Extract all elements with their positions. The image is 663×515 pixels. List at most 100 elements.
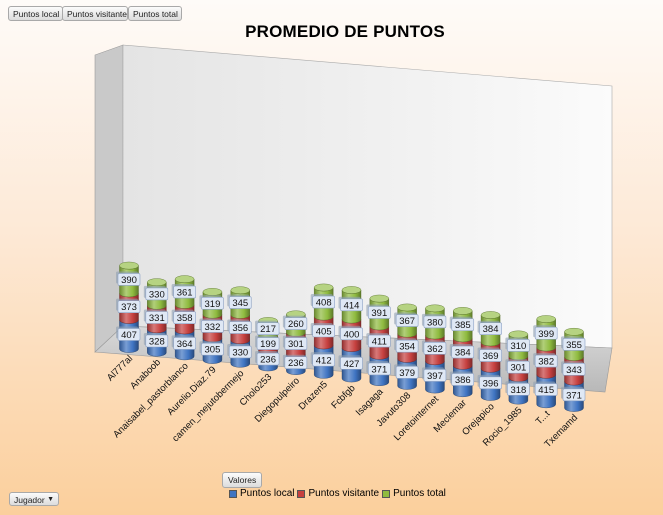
data-label-box <box>201 296 224 310</box>
data-label-local-Javuto308: 379 <box>399 368 415 379</box>
data-label-visitante-Aurelio.Diaz.79: 332 <box>205 322 221 333</box>
data-label-local-Rocio_1985: 318 <box>510 385 526 396</box>
data-label-box <box>562 388 586 402</box>
data-label-box <box>228 296 252 309</box>
data-label-box <box>117 328 141 341</box>
chart-title: PROMEDIO DE PUNTOS <box>245 22 445 41</box>
data-label-visitante-Anaisabel_pastorblanco: 358 <box>177 313 193 324</box>
legend-label-total: Puntos total <box>393 488 446 499</box>
column-Cholo253: 236 199 217 <box>255 317 280 372</box>
data-label-visitante-T...t: 382 <box>538 357 554 368</box>
data-label-box <box>312 353 335 367</box>
bar-top-cap-camen_mejutobermejo <box>230 286 250 295</box>
bar-top-cap-Loretointernet <box>425 304 445 313</box>
data-label-box <box>423 315 447 329</box>
data-label-box <box>479 322 502 336</box>
data-label-box <box>395 366 419 379</box>
data-label-box <box>145 311 169 324</box>
data-label-box <box>368 334 391 348</box>
data-label-visitante-Javuto308: 354 <box>399 342 415 353</box>
data-label-total-T...t: 399 <box>538 329 554 340</box>
data-label-local-Txemamd: 371 <box>566 390 582 401</box>
x-tick-label-T...t: T...t <box>534 408 553 427</box>
data-label-visitante-Loretointernet: 362 <box>427 344 443 355</box>
data-label-box <box>507 382 530 396</box>
data-label-box <box>562 363 586 376</box>
data-label-total-Txemamd: 355 <box>566 340 582 351</box>
data-label-box <box>340 356 363 370</box>
data-label-local-Meclemar: 386 <box>455 375 471 386</box>
data-label-box <box>145 287 169 301</box>
data-label-box <box>312 295 335 309</box>
data-label-box <box>173 337 196 350</box>
data-label-box <box>173 311 196 324</box>
data-label-visitante-Fcbfgb: 400 <box>344 329 360 340</box>
jugador-filter-dropdown[interactable]: Jugador ▼ <box>9 492 59 506</box>
data-label-box <box>284 317 308 330</box>
data-label-visitante-Diegopulpeiro: 301 <box>288 339 304 350</box>
data-label-local-Cholo253: 236 <box>260 355 276 366</box>
legend-swatch-total <box>382 489 391 498</box>
column-Meclemar: 386 384 385 <box>449 307 475 398</box>
bar-top-cap-T...t <box>536 315 556 323</box>
data-label-total-Aurelio.Diaz.79: 319 <box>205 299 221 310</box>
data-label-box <box>562 338 586 351</box>
data-label-total-Cholo253: 217 <box>260 324 276 335</box>
legend-item-total: Puntos total <box>382 488 446 499</box>
column-Anaisabel_pastorblanco: 364 358 361 <box>171 275 196 361</box>
data-label-local-Anaboob: 328 <box>149 336 165 347</box>
bar-top-cap-Txemamd <box>564 327 584 336</box>
data-label-visitante-Drazen5: 405 <box>316 326 332 337</box>
data-label-box <box>507 360 530 374</box>
valores-field-button[interactable]: Valores <box>222 472 263 488</box>
column-camen_mejutobermejo: 330 356 345 <box>227 286 252 368</box>
back-wall <box>122 44 613 349</box>
column-Fcbfgb: 427 400 414 <box>338 286 363 383</box>
data-label-visitante-Isagaga: 411 <box>372 337 387 348</box>
field-button-puntos-visitante[interactable]: Puntos visitante <box>62 6 128 21</box>
legend-label-local: Puntos local <box>240 488 295 499</box>
column-Drazen5: 412 405 408 <box>310 283 335 379</box>
column-Al777al: 407 373 390 <box>116 261 141 353</box>
data-label-box <box>534 326 558 340</box>
column-Isagaga: 371 411 391 <box>366 294 391 386</box>
field-button-puntos-total[interactable]: Puntos total <box>128 6 182 21</box>
data-label-box <box>228 321 252 334</box>
data-label-local-camen_mejutobermejo: 330 <box>232 347 248 358</box>
data-label-box <box>256 322 280 335</box>
data-label-total-Fcbfgb: 414 <box>344 300 360 311</box>
x-tick-label-Drazen5: Drazen5 <box>297 379 330 412</box>
data-label-local-Orejapico: 396 <box>483 378 499 389</box>
x-tick-label-Al777al: Al777al <box>105 353 135 383</box>
data-label-visitante-Rocio_1985: 301 <box>510 363 526 374</box>
column-Rocio_1985: 318 301 310 <box>505 330 530 405</box>
data-label-visitante-Cholo253: 199 <box>260 339 276 350</box>
legend-item-local: Puntos local <box>229 488 294 499</box>
bar-top-cap-Meclemar <box>453 307 473 315</box>
data-label-local-Anaisabel_pastorblanco: 364 <box>177 339 193 350</box>
chevron-down-icon: ▼ <box>47 496 54 503</box>
data-label-local-Fcbfgb: 427 <box>344 359 360 370</box>
data-label-box <box>201 320 224 333</box>
data-label-total-Javuto308: 367 <box>399 316 415 327</box>
data-label-local-Drazen5: 412 <box>316 356 332 367</box>
data-label-visitante-Orejapico: 369 <box>483 351 499 362</box>
data-label-box <box>423 342 447 355</box>
data-label-box <box>423 369 447 382</box>
data-label-local-T...t: 415 <box>538 385 554 396</box>
bar-top-cap-Anaboob <box>147 278 167 286</box>
data-label-box <box>479 349 502 362</box>
column-Diegopulpeiro: 236 301 260 <box>282 310 308 375</box>
data-label-box <box>395 314 419 327</box>
column-Aurelio.Diaz.79: 305 332 319 <box>199 288 224 364</box>
column-Javuto308: 379 354 367 <box>394 303 419 390</box>
data-label-box <box>368 306 391 319</box>
data-label-visitante-Txemamd: 343 <box>566 365 582 376</box>
data-label-local-Isagaga: 371 <box>371 364 387 375</box>
data-label-box <box>228 345 252 359</box>
column-Txemamd: 371 343 355 <box>561 327 586 412</box>
x-tick-label-Fcbfgb: Fcbfgb <box>329 383 357 411</box>
data-label-visitante-Meclemar: 384 <box>455 348 471 359</box>
column-Anaboob: 328 331 330 <box>143 278 169 357</box>
data-label-local-Diegopulpeiro: 236 <box>288 358 304 369</box>
